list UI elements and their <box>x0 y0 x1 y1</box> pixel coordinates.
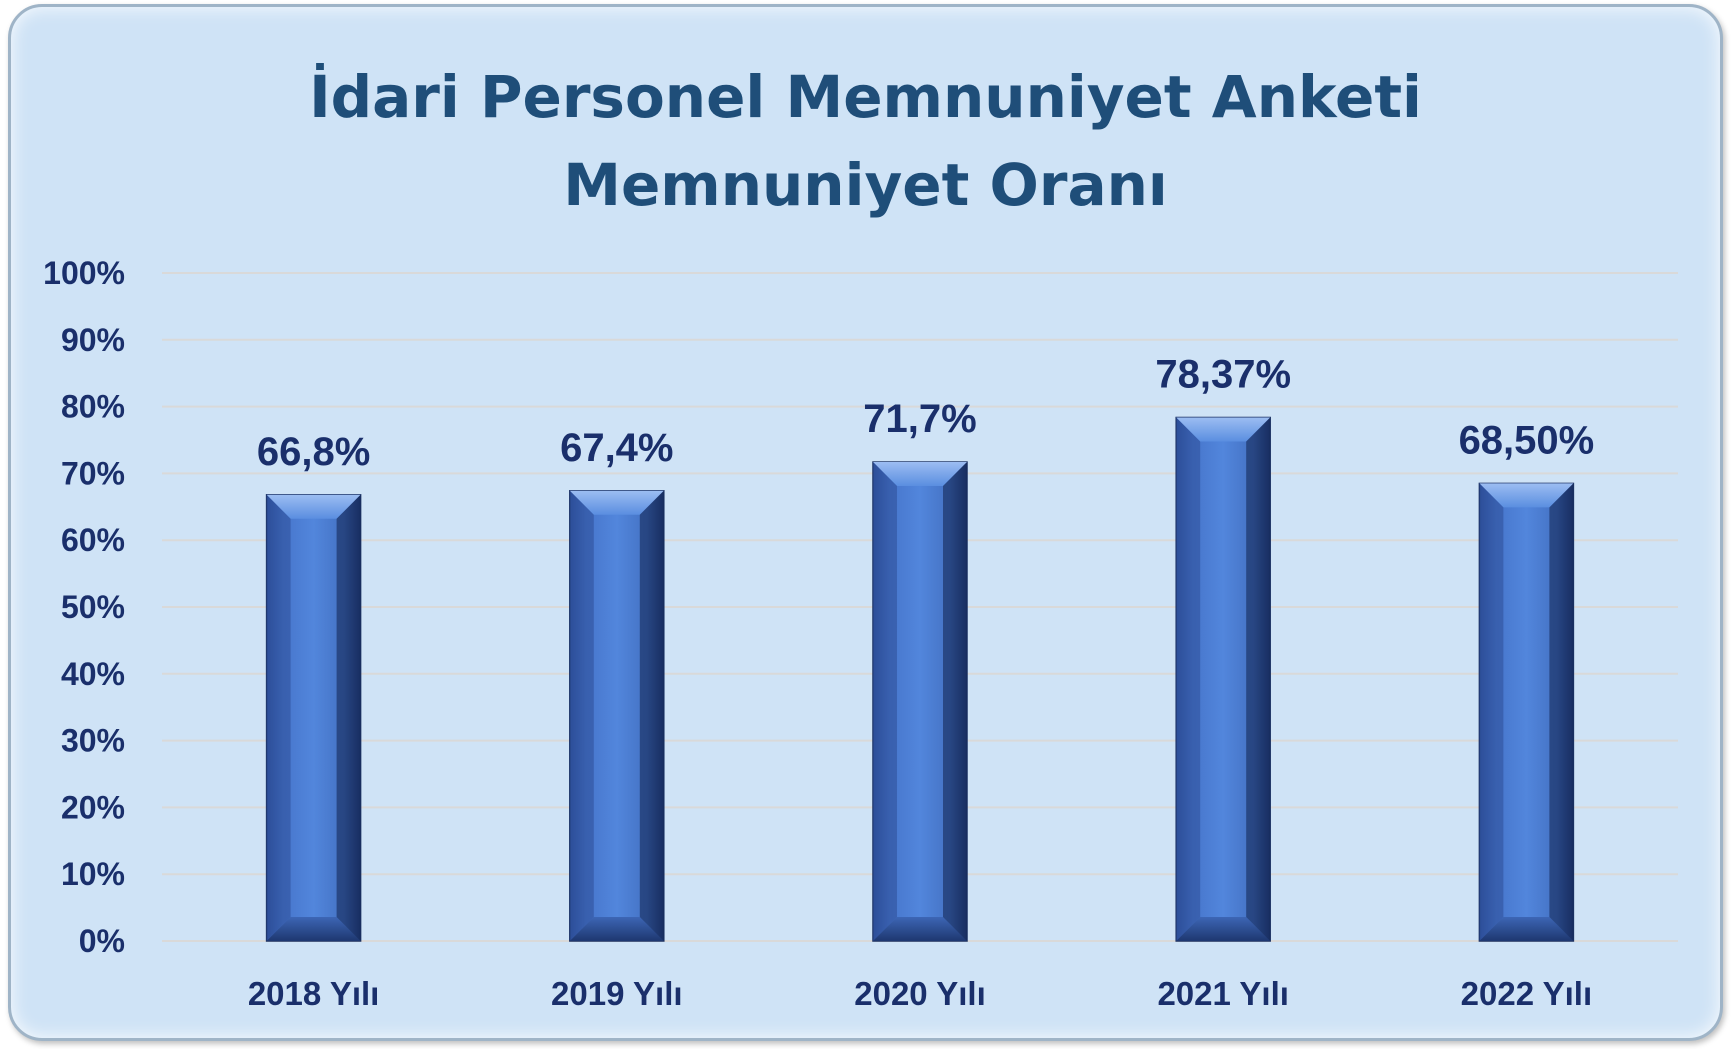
x-tick-label: 2021 Yılı <box>1157 975 1289 1012</box>
x-tick-label: 2022 Yılı <box>1461 975 1593 1012</box>
bar <box>1478 482 1575 942</box>
chart-title-line-2: Memnuniyet Oranı <box>563 151 1168 219</box>
y-tick-label: 20% <box>61 789 125 825</box>
y-tick-label: 80% <box>61 389 125 425</box>
x-tick-label: 2019 Yılı <box>551 975 683 1012</box>
chart-title-line-1: İdari Personel Memnuniyet Anketi <box>309 63 1422 131</box>
x-tick-label: 2018 Yılı <box>248 975 380 1012</box>
data-label: 67,4% <box>560 426 673 470</box>
data-label: 68,50% <box>1459 418 1595 462</box>
y-tick-label: 30% <box>61 723 125 759</box>
y-tick-label: 70% <box>61 455 125 491</box>
y-tick-label: 100% <box>43 255 125 291</box>
y-tick-label: 90% <box>61 322 125 358</box>
bar <box>1175 416 1271 942</box>
y-tick-label: 0% <box>79 923 125 959</box>
y-tick-label: 10% <box>61 856 125 892</box>
data-label: 66,8% <box>257 430 370 474</box>
data-labels: 66,8% 67,4% 71,7% 78,37% 68,50% <box>257 352 1594 473</box>
y-tick-label: 50% <box>61 589 125 625</box>
x-tick-label: 2020 Yılı <box>854 975 986 1012</box>
data-label: 78,37% <box>1155 352 1291 396</box>
data-label: 71,7% <box>863 397 976 441</box>
bar <box>872 461 968 942</box>
bar <box>265 494 362 942</box>
x-axis-ticks: 2018 Yılı 2019 Yılı 2020 Yılı 2021 Yılı 2022… <box>248 975 1592 1012</box>
y-tick-label: 60% <box>61 522 125 558</box>
y-axis-ticks: 0% 10% 20% 30% 40% 50% 60% 70% 80% 90% 100% <box>43 255 125 959</box>
bar <box>569 490 665 942</box>
bars <box>265 416 1575 942</box>
y-tick-label: 40% <box>61 656 125 692</box>
